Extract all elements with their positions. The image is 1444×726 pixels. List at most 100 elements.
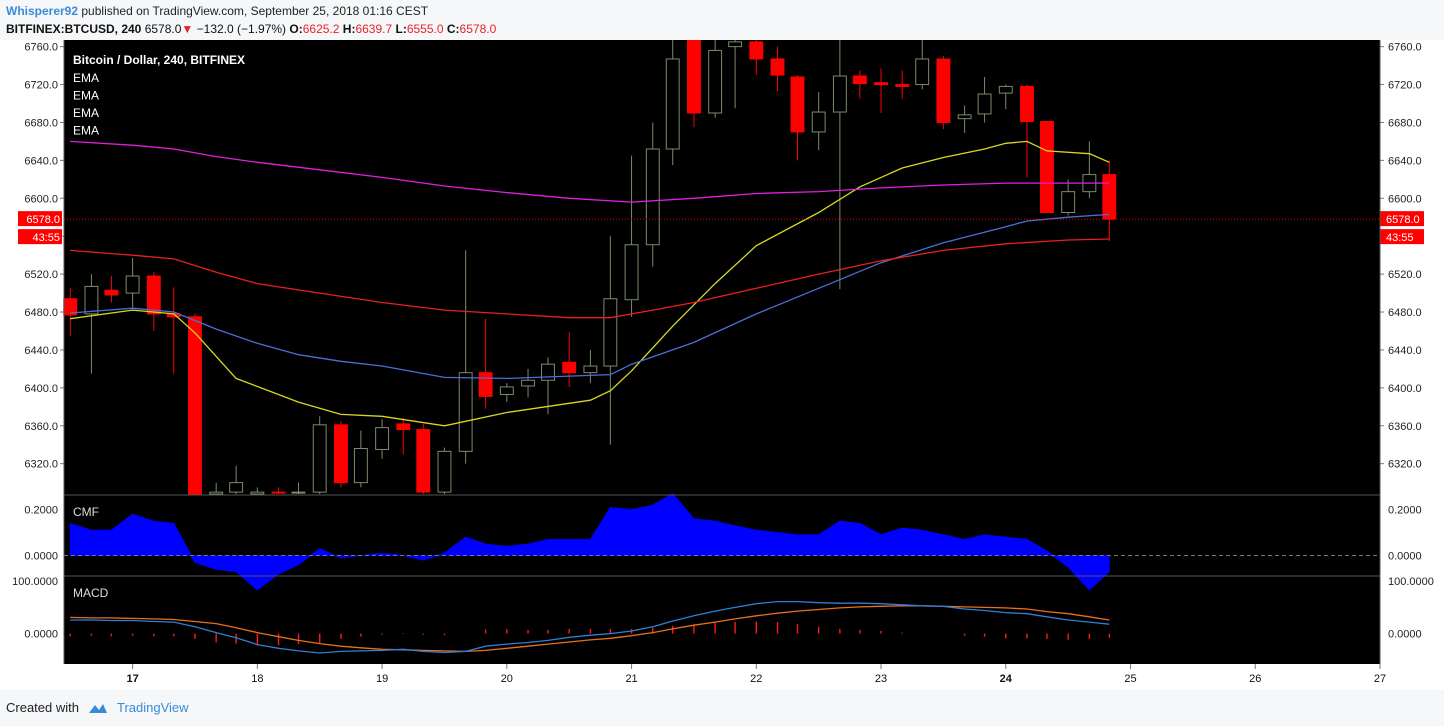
close-value: 6578.0 <box>459 22 497 36</box>
candle-body <box>209 491 224 495</box>
y-tick-label-left: 6360.0 <box>24 421 58 433</box>
author-link[interactable]: Whisperer92 <box>6 4 79 18</box>
candle-body <box>437 450 452 493</box>
candle-body <box>1040 121 1054 214</box>
y-tick-label-left: 6600.0 <box>24 193 58 205</box>
time-axis[interactable]: 17 18 19 20 21 22 23 24 25 26 27 <box>63 40 1386 685</box>
x-tick-label: 26 <box>1249 673 1261 685</box>
cmf-y-label-right: 0.2000 <box>1388 505 1422 517</box>
symbol-label: BITFINEX:BTCUSD, 240 <box>6 22 142 36</box>
candle-body <box>353 448 368 484</box>
candle-body <box>852 75 867 85</box>
ema-line <box>70 140 1110 427</box>
candle-body <box>1102 174 1117 220</box>
cmf-y-label-left: 0.0000 <box>24 551 58 563</box>
candle-body <box>333 424 348 484</box>
candle-body <box>521 379 535 387</box>
candle-body <box>686 40 701 114</box>
ema-line <box>70 238 1110 319</box>
candle-body <box>832 75 847 113</box>
cmf-area <box>69 493 1110 591</box>
candle-body <box>770 58 785 76</box>
ema-line <box>70 140 1110 203</box>
high-label: H: <box>342 22 356 36</box>
price-change: −132.0 (−1.97%) <box>196 22 287 36</box>
candle-body <box>915 58 930 86</box>
y-tick-label-right: 6320.0 <box>1388 459 1422 471</box>
candle-body <box>458 372 473 452</box>
ema-line <box>70 213 1110 380</box>
footer: Created with TradingView <box>6 700 189 715</box>
candle-body <box>229 482 244 493</box>
candle-body <box>396 423 411 431</box>
y-tick-label-left: 6680.0 <box>24 117 58 129</box>
macd-pane: 100.0000 100.0000 0.0000 0.0000 MACD <box>12 576 1434 654</box>
last-price-tag-left <box>18 211 62 227</box>
y-tick-label-left: 6760.0 <box>24 42 58 54</box>
candle-body <box>665 58 680 150</box>
last-price: 6578.0 <box>144 22 182 36</box>
x-tick-label: 21 <box>625 673 637 685</box>
y-tick-label-right: 6360.0 <box>1388 421 1422 433</box>
candle-body <box>146 275 161 315</box>
low-label: L: <box>395 22 407 36</box>
tradingview-link[interactable]: TradingView <box>116 700 189 715</box>
y-tick-label-left: 6720.0 <box>24 80 58 92</box>
candle-body <box>583 365 598 374</box>
candle-body <box>562 361 577 374</box>
tradingview-logo-icon[interactable] <box>87 701 109 715</box>
x-tick-label: 27 <box>1374 673 1386 685</box>
y-tick-label-right: 6680.0 <box>1388 117 1422 129</box>
high-value: 6639.7 <box>355 22 393 36</box>
candle-body <box>645 148 660 246</box>
candle-body <box>957 114 972 120</box>
y-tick-label-left: 6400.0 <box>24 383 58 395</box>
candle-body <box>936 58 951 123</box>
countdown-label-left: 43:55 <box>32 232 60 244</box>
x-tick-label: 20 <box>501 673 513 685</box>
candle-body <box>541 363 555 381</box>
y-tick-label-left: 6520.0 <box>24 269 58 281</box>
candle-body <box>1061 191 1076 214</box>
candle-body <box>708 49 723 114</box>
ema-lines <box>70 140 1110 427</box>
symbol-line: BITFINEX:BTCUSD, 240 6578.0▼ −132.0 (−1.… <box>6 22 496 36</box>
x-tick-label: 25 <box>1124 673 1136 685</box>
created-with-text: Created with <box>6 700 79 715</box>
open-value: 6625.2 <box>302 22 340 36</box>
price-labels: 6578.0 6578.0 43:55 43:55 <box>18 211 1424 245</box>
cmf-title: CMF <box>73 505 99 519</box>
x-tick-label: 17 <box>126 673 138 685</box>
last-price-label-right: 6578.0 <box>1386 214 1420 226</box>
y-tick-label-left: 6440.0 <box>24 345 58 357</box>
y-tick-label-right: 6520.0 <box>1388 269 1422 281</box>
candle-body <box>895 84 910 87</box>
candle-body <box>811 111 826 133</box>
cmf-y-label-left: 0.2000 <box>24 505 58 517</box>
publish-line: Whisperer92 published on TradingView.com… <box>6 4 428 18</box>
macd-y-label-right: 100.0000 <box>1388 576 1434 588</box>
chart-title: Bitcoin / Dollar, 240, BITFINEX <box>73 53 245 67</box>
candle-body <box>728 41 743 48</box>
countdown-label-right: 43:55 <box>1386 232 1414 244</box>
candle-body <box>478 372 493 397</box>
cmf-pane: 0.2000 0.2000 0.0000 0.0000 CMF <box>24 493 1422 591</box>
legend: Bitcoin / Dollar, 240, BITFINEX EMA EMA EMA… <box>73 53 245 138</box>
ema-legend-item: EMA <box>73 89 99 103</box>
x-tick-label: 18 <box>251 673 263 685</box>
macd-y-label-right: 0.0000 <box>1388 629 1422 641</box>
y-tick-label-right: 6640.0 <box>1388 155 1422 167</box>
macd-title: MACD <box>73 586 109 600</box>
macd-y-label-left: 100.0000 <box>12 576 58 588</box>
candle-body <box>624 244 639 301</box>
candle-body <box>375 427 390 450</box>
y-tick-label-right: 6760.0 <box>1388 42 1422 54</box>
publish-text: published on TradingView.com, September … <box>81 4 429 18</box>
candle-body <box>998 85 1013 94</box>
candle-body <box>84 285 99 315</box>
y-tick-label-right: 6720.0 <box>1388 80 1422 92</box>
y-tick-label-right: 6480.0 <box>1388 307 1422 319</box>
candle-body <box>250 491 265 495</box>
ema-legend-item: EMA <box>73 71 99 85</box>
chart-area[interactable]: 6760.0 6760.0 6720.0 6720.0 6680.0 6680.0 6640… <box>0 40 1444 704</box>
